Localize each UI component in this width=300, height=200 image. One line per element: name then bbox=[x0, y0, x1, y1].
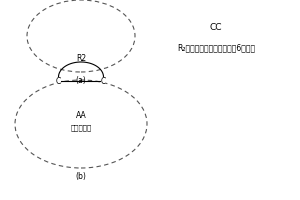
Text: C: C bbox=[101, 76, 106, 86]
Text: C: C bbox=[56, 76, 61, 86]
Text: 富勒烯部分: 富勒烯部分 bbox=[70, 125, 92, 131]
Text: R2: R2 bbox=[76, 54, 86, 63]
Text: (b): (b) bbox=[76, 171, 86, 180]
Text: R₂的构成原子的总原子量割6或更大: R₂的构成原子的总原子量割6或更大 bbox=[177, 44, 255, 52]
Text: (a): (a) bbox=[76, 75, 86, 84]
Text: AA: AA bbox=[76, 112, 86, 120]
Text: CC: CC bbox=[210, 23, 222, 32]
